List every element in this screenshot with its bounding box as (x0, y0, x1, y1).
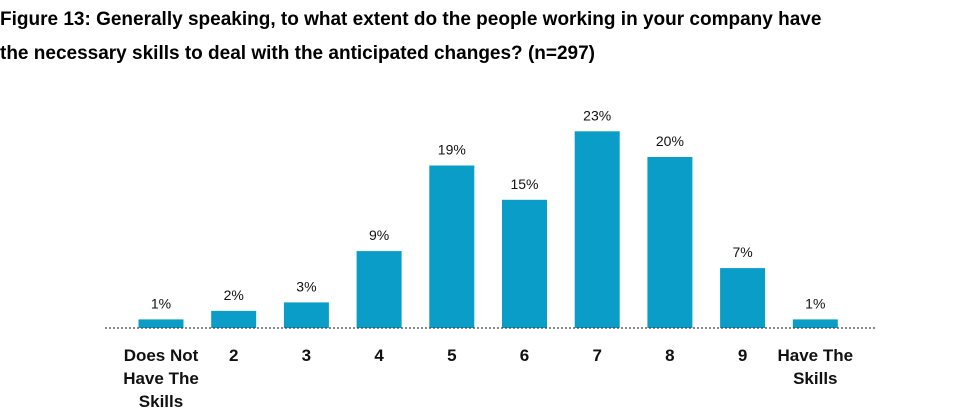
category-label-5-line-1: 5 (447, 346, 456, 365)
chart-title-line-1: Figure 13: Generally speaking, to what e… (0, 9, 822, 30)
category-label-3: 3 (302, 346, 311, 365)
category-label-7-line-1: 7 (592, 346, 601, 365)
category-label-1-line-3: Skills (139, 392, 183, 408)
category-label-6-line-1: 6 (520, 346, 529, 365)
category-label-1-line-1: Does Not (124, 346, 199, 365)
category-label-7: 7 (592, 346, 601, 365)
bar-1 (138, 319, 184, 328)
bars-layer (138, 131, 838, 329)
category-label-1: Does Not Have The Skills (123, 346, 199, 408)
category-label-9: 9 (738, 346, 747, 365)
category-label-10-line-1: Have The (778, 346, 854, 365)
bar-3 (283, 302, 329, 329)
value-label-2: 2% (224, 287, 244, 303)
bar-2 (211, 310, 257, 328)
value-label-7: 23% (583, 107, 611, 123)
category-label-4: 4 (374, 346, 384, 365)
value-label-3: 3% (296, 278, 316, 294)
bar-8 (647, 157, 693, 328)
value-label-8: 20% (656, 133, 684, 149)
category-labels-layer: Does Not Have The Skills 2 3 4 5 6 7 8 9 Have The Sk… (123, 346, 853, 408)
bar-4 (356, 251, 402, 329)
category-label-2-line-1: 2 (229, 346, 238, 365)
bar-5 (429, 165, 475, 328)
bar-7 (574, 131, 620, 328)
category-label-10: Have The Skills (778, 346, 854, 388)
bar-6 (502, 199, 547, 329)
category-label-8: 8 (665, 346, 674, 365)
bar-10 (792, 319, 838, 328)
value-label-4: 9% (369, 227, 389, 243)
category-label-6: 6 (520, 346, 529, 365)
category-label-9-line-1: 9 (738, 346, 747, 365)
category-label-1-line-2: Have The (123, 369, 199, 388)
chart-title: Figure 13: Generally speaking, to what e… (0, 3, 966, 71)
chart-title-line-2: the necessary skills to deal with the an… (0, 43, 596, 64)
category-label-10-line-2: Skills (793, 369, 837, 388)
value-label-9: 7% (732, 244, 752, 260)
category-label-2: 2 (229, 346, 238, 365)
value-label-1: 1% (151, 295, 171, 311)
category-label-4-line-1: 4 (374, 346, 384, 365)
value-label-5: 19% (438, 142, 466, 158)
value-label-6: 15% (510, 176, 538, 192)
bar-9 (720, 268, 766, 328)
category-label-5: 5 (447, 346, 456, 365)
value-labels-layer: 1% 2% 3% 9% 19% 15% 23% 20% 7% 1% (151, 107, 826, 311)
category-label-3-line-1: 3 (302, 346, 311, 365)
value-label-10: 1% (805, 295, 825, 311)
category-label-8-line-1: 8 (665, 346, 674, 365)
